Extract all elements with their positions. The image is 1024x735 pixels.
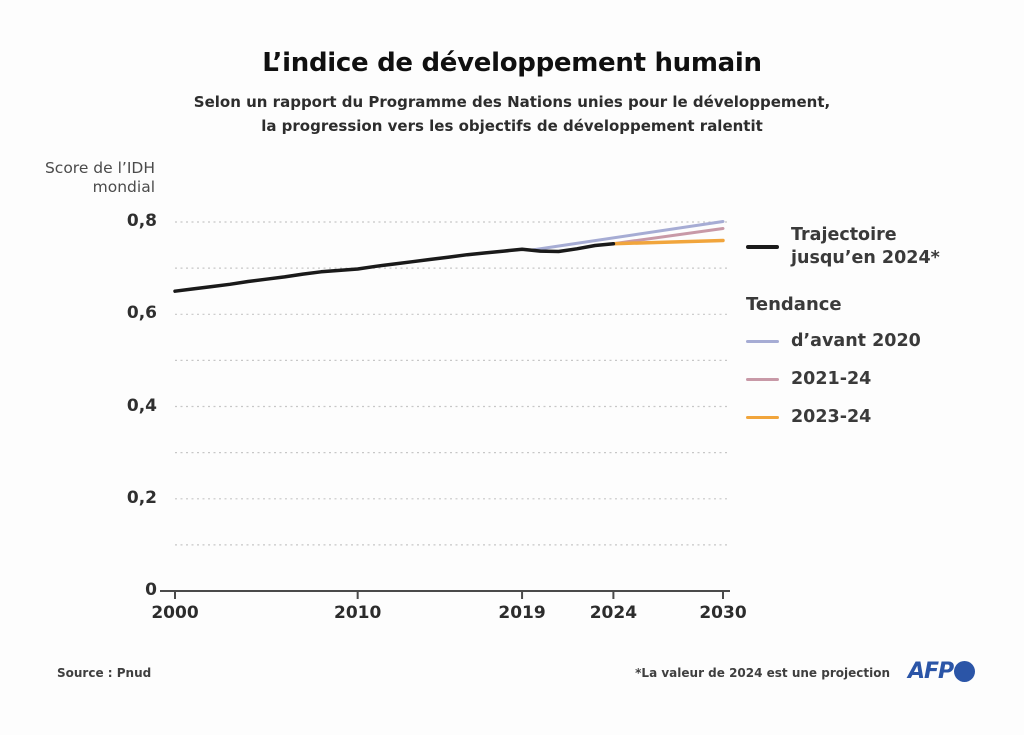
- y-axis-unit-label: Score de l’IDH mondial: [0, 159, 155, 197]
- projection-footnote: *La valeur de 2024 est une projection: [635, 666, 890, 680]
- y-tick-label: 0,8: [126, 211, 157, 231]
- legend-item-label: 2023-24: [791, 407, 872, 427]
- legend-item-avant-2020: d’avant 2020: [746, 330, 976, 353]
- y-axis-unit-line-1: Score de l’IDH: [44, 159, 155, 177]
- legend-heading: Tendance: [746, 294, 842, 315]
- legend-trajectory: Trajectoire jusqu’en 2024*: [746, 224, 976, 270]
- series-tendance-avant-2020-line: [529, 220, 725, 252]
- legend-item-2021-24: 2021-24: [746, 368, 976, 391]
- y-tick-label: 0,6: [126, 303, 157, 324]
- x-tick-label: 2010: [333, 603, 382, 623]
- legend-item-2023-24: 2023-24: [746, 406, 976, 429]
- 2023-24-line-swatch: [746, 415, 779, 420]
- series-tendance-2021-24-line: [611, 227, 725, 246]
- legend: Trajectoire jusqu’en 2024* Tendance d’av…: [746, 224, 976, 429]
- series-tendance-2023-24-line: [611, 238, 725, 246]
- avant-2020-line-swatch: [746, 339, 779, 344]
- legend-item-label: 2021-24: [791, 369, 872, 389]
- x-tick-label: 2000: [151, 603, 199, 623]
- subtitle-line-1: Selon un rapport du Programme des Nation…: [193, 93, 831, 111]
- x-tick-label: 2030: [699, 603, 747, 623]
- subtitle: Selon un rapport du Programme des Nation…: [0, 90, 1024, 138]
- subtitle-line-2: la progression vers les objectifs de dév…: [261, 117, 763, 135]
- y-tick-label: 0: [145, 580, 157, 600]
- page-title: L’indice de développement humain: [262, 48, 762, 78]
- legend-trajectory-label-line-2: jusqu’en 2024*: [791, 248, 940, 268]
- afp-logo-globe-icon: [954, 661, 976, 682]
- source-note: Source : Pnud: [57, 666, 152, 680]
- y-axis-unit-line-2: mondial: [92, 178, 155, 196]
- afp-logo-text: AFP: [908, 659, 954, 684]
- x-tick-label: 2019: [498, 603, 546, 623]
- legend-item-label: d’avant 2020: [791, 331, 921, 351]
- afp-logo: AFP: [908, 659, 976, 684]
- 2021-24-line-swatch: [746, 377, 779, 382]
- x-tick-label: 2024: [589, 603, 638, 623]
- y-tick-label: 0,2: [126, 487, 157, 508]
- y-tick-label: 0,4: [126, 395, 157, 416]
- legend-trajectory-label-line-1: Trajectoire: [791, 225, 897, 245]
- trajectory-line-swatch: [746, 245, 779, 249]
- series-trajectoire-line: [173, 241, 616, 293]
